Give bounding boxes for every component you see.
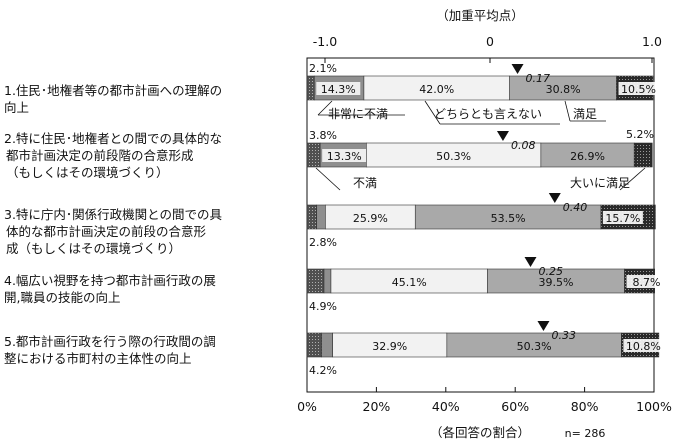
bar-segment (316, 204, 326, 230)
data-label: 53.5% (491, 212, 526, 225)
legend-label-neutral: どちらとも言えない (434, 107, 542, 121)
callout-line (317, 100, 333, 116)
category-label-line: 向上 (4, 100, 30, 115)
mean-marker (496, 131, 509, 141)
mean-marker (537, 321, 550, 331)
data-label: 8.7% (633, 276, 661, 289)
label-bg (602, 211, 643, 224)
data-label: 50.3% (436, 150, 471, 163)
bar-segment (363, 75, 510, 101)
data-label: 4.9% (309, 300, 337, 313)
category-label: 3.特に庁内･関係行政機関との間での具 体的な都市計画決定の前段の合意形 成（もしく… (4, 206, 282, 257)
data-label: 10.8% (626, 340, 661, 353)
bar-segment (325, 204, 416, 230)
category-label: 1.住民･地権者等の都市計画への理解の 向上 (4, 82, 282, 116)
callout-line (424, 100, 441, 125)
mean-value-label: 0.25 (539, 265, 564, 278)
bar-segment (487, 268, 625, 294)
category-label-line: 都市計画決定の前段階の合意形成 (6, 148, 194, 163)
mean-marker (511, 64, 524, 74)
bar-segment (366, 142, 542, 168)
x-tick-label: 100% (636, 399, 672, 414)
category-label: 4.幅広い視野を持つ都市計画行政の展 開,職員の技能の向上 (4, 272, 282, 306)
bar-segment (633, 142, 653, 168)
data-label: 30.8% (546, 83, 581, 96)
category-label-line: 4.幅広い視野を持つ都市計画行政の展 (4, 273, 216, 288)
label-bg (322, 149, 367, 162)
mean-marker (548, 193, 561, 203)
label-bg (626, 275, 667, 288)
category-label-line: 2.特に住民･地権者との間での具体的な (4, 131, 223, 146)
data-label: 3.8% (309, 129, 337, 142)
bar-segment (306, 142, 321, 168)
x-tick-label: 20% (363, 399, 391, 414)
category-label-line: 開,職員の技能の向上 (4, 290, 121, 305)
data-label: 10.5% (621, 83, 656, 96)
data-label: 4.2% (309, 364, 337, 377)
data-label: 13.3% (327, 150, 362, 163)
data-label: 32.9% (372, 340, 407, 353)
category-label-line: 1.住民･地権者等の都市計画への理解の (4, 83, 223, 98)
data-label: 39.5% (538, 276, 573, 289)
mean-marker (524, 257, 537, 267)
callout-line (564, 100, 571, 122)
category-label-line: 体的な都市計画決定の前段の合意形 (6, 224, 207, 239)
data-label: 14.3% (321, 83, 356, 96)
mean-value-label: 0.33 (551, 329, 576, 342)
category-label-line: 5.都市計画行政を行う際の行政間の調 (4, 334, 216, 349)
mean-value-label: 0.17 (526, 72, 551, 85)
data-label: 26.9% (570, 150, 605, 163)
sample-size-note: n= 286 (565, 427, 606, 440)
legend-label-satisfied: 満足 (573, 107, 597, 121)
callout-line (315, 167, 341, 191)
x-tick-label: 0% (297, 399, 317, 414)
legend-label-very-satisfied: 大いに満足 (570, 176, 630, 190)
legend-label-very-dissatisfied: 非常に不満 (328, 107, 388, 121)
bar-segment (330, 268, 488, 294)
data-label: 45.1% (392, 276, 427, 289)
label-bg (623, 339, 664, 352)
data-label: 2.1% (309, 62, 337, 75)
bar-segment (306, 75, 315, 101)
data-label: 2.8% (309, 236, 337, 249)
bar-segment (306, 332, 322, 358)
top-tick-label: 0 (486, 34, 494, 49)
bar-segment (332, 332, 448, 358)
category-label-line: 整における市町村の主体性の向上 (4, 351, 192, 366)
bar-segment (414, 204, 602, 230)
category-label-line: 3.特に庁内･関係行政機関との間での具 (4, 207, 223, 222)
label-bg (618, 82, 659, 95)
x-tick-label: 80% (571, 399, 599, 414)
mean-value-label: 0.08 (511, 139, 535, 152)
mean-value-label: 0.40 (563, 201, 588, 214)
bar-segment (321, 332, 333, 358)
data-label: 15.7% (605, 212, 640, 225)
category-label-line: （もしくはその環境づくり） (6, 165, 169, 180)
bar-segment (306, 204, 318, 230)
category-label: 5.都市計画行政を行う際の行政間の調 整における市町村の主体性の向上 (4, 333, 282, 367)
top-tick-label: 1.0 (642, 34, 662, 49)
top-axis-title: （加重平均点） (436, 8, 524, 23)
data-label: 50.3% (517, 340, 552, 353)
data-label: 42.0% (419, 83, 454, 96)
x-axis-title: （各回答の割合） (430, 425, 530, 440)
label-bg (316, 82, 361, 95)
x-tick-label: 60% (501, 399, 529, 414)
bar-segment (306, 268, 325, 294)
data-label: 25.9% (353, 212, 388, 225)
top-tick-label: -1.0 (313, 34, 337, 49)
x-tick-label: 40% (432, 399, 460, 414)
legend-label-dissatisfied: 不満 (353, 176, 377, 190)
category-label-line: 成（もしくはその環境づくり） (6, 241, 182, 256)
bar-segment (509, 75, 617, 101)
callout-line (619, 167, 646, 191)
data-label: 5.2% (626, 128, 654, 141)
category-label: 2.特に住民･地権者との間での具体的な 都市計画決定の前段階の合意形成 （もしくはそ… (4, 130, 282, 181)
bar-segment (323, 268, 332, 294)
